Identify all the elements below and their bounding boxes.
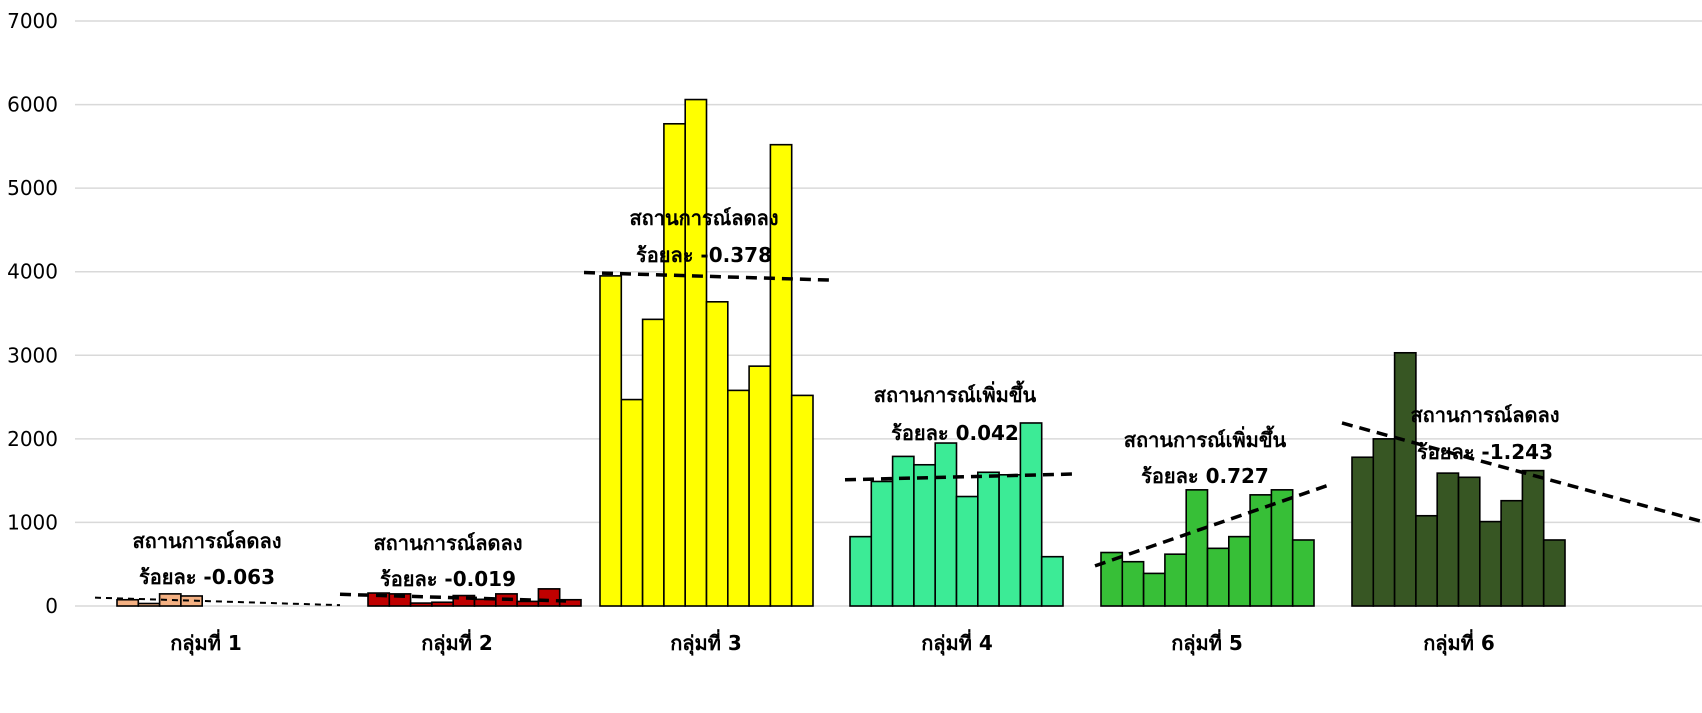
bar: [871, 481, 892, 606]
y-tick-label: 7000: [7, 9, 58, 33]
annotation-percent: ร้อยละ -0.019: [380, 567, 516, 591]
y-tick-label: 1000: [7, 510, 58, 534]
bar-group-4: [850, 423, 1063, 606]
bar: [1144, 573, 1165, 606]
bar: [664, 124, 685, 606]
annotation-percent: ร้อยละ -0.063: [139, 565, 275, 589]
x-category-label: กลุ่มที่ 1: [170, 628, 242, 656]
bar: [1416, 516, 1437, 606]
bar: [707, 302, 728, 606]
bar: [621, 400, 642, 606]
bar: [1480, 522, 1501, 606]
bar: [138, 603, 159, 606]
bar: [1373, 439, 1394, 606]
bar: [685, 100, 706, 606]
annotation-percent: ร้อยละ 0.727: [1141, 464, 1269, 488]
bar: [914, 465, 935, 606]
y-axis-tick-labels: 0 1000 2000 3000 4000 5000 6000 7000: [7, 9, 58, 618]
bar-group-6: [1352, 353, 1565, 606]
annotation-percent: ร้อยละ -0.378: [636, 243, 772, 267]
annotation-percent: ร้อยละ -1.243: [1417, 440, 1553, 464]
x-axis-category-labels: กลุ่มที่ 1 กลุ่มที่ 2 กลุ่มที่ 3 กลุ่มที่ 4…: [170, 628, 1495, 656]
bar: [600, 276, 621, 606]
bar: [999, 475, 1020, 606]
annotation-status: สถานการณ์ลดลง: [629, 206, 778, 230]
bar: [117, 600, 138, 606]
annotation-status: สถานการณ์เพิ่มขึ้น: [874, 380, 1037, 407]
bar-group-3: [600, 100, 813, 606]
x-category-label: กลุ่มที่ 3: [670, 628, 742, 656]
bar: [1459, 477, 1480, 606]
y-tick-label: 5000: [7, 176, 58, 200]
bar: [1208, 548, 1229, 606]
bar: [792, 395, 813, 606]
bar: [1122, 562, 1143, 606]
annotation-status: สถานการณ์เพิ่มขึ้น: [1124, 425, 1287, 452]
x-category-label: กลุ่มที่ 5: [1171, 628, 1243, 656]
bar: [1544, 540, 1565, 606]
bar: [1165, 554, 1186, 606]
bar: [1437, 473, 1458, 606]
annotation-status: สถานการณ์ลดลง: [1410, 403, 1559, 427]
bar: [1186, 490, 1207, 606]
x-category-label: กลุ่มที่ 6: [1423, 628, 1495, 656]
bar: [517, 601, 538, 606]
bar: [411, 603, 432, 606]
x-category-label: กลุ่มที่ 2: [421, 628, 493, 656]
bar: [1042, 557, 1063, 606]
bar: [957, 497, 978, 606]
bar: [749, 366, 770, 606]
x-category-label: กลุ่มที่ 4: [921, 628, 993, 656]
bar: [1271, 490, 1292, 606]
bar: [538, 589, 559, 606]
y-tick-label: 0: [45, 594, 58, 618]
y-tick-label: 6000: [7, 93, 58, 117]
bar: [1501, 501, 1522, 606]
bar: [1293, 540, 1314, 606]
bar: [728, 390, 749, 606]
bar: [935, 443, 956, 606]
bar: [1101, 553, 1122, 606]
bar: [1020, 423, 1041, 606]
bars: [117, 100, 1565, 606]
bar: [978, 472, 999, 606]
annotation-status: สถานการณ์ลดลง: [373, 531, 522, 555]
annotation-status: สถานการณ์ลดลง: [132, 529, 281, 553]
annotation-percent: ร้อยละ 0.042: [891, 421, 1019, 445]
bar: [643, 319, 664, 606]
bar: [1352, 457, 1373, 606]
bar-group-5: [1101, 490, 1314, 606]
y-tick-label: 4000: [7, 260, 58, 284]
y-tick-label: 3000: [7, 343, 58, 367]
y-tick-label: 2000: [7, 427, 58, 451]
bar: [850, 537, 871, 606]
bar: [1395, 353, 1416, 606]
bar: [1229, 537, 1250, 606]
bar: [432, 602, 453, 606]
bar: [1522, 471, 1543, 606]
bar-group-1: [117, 594, 202, 606]
